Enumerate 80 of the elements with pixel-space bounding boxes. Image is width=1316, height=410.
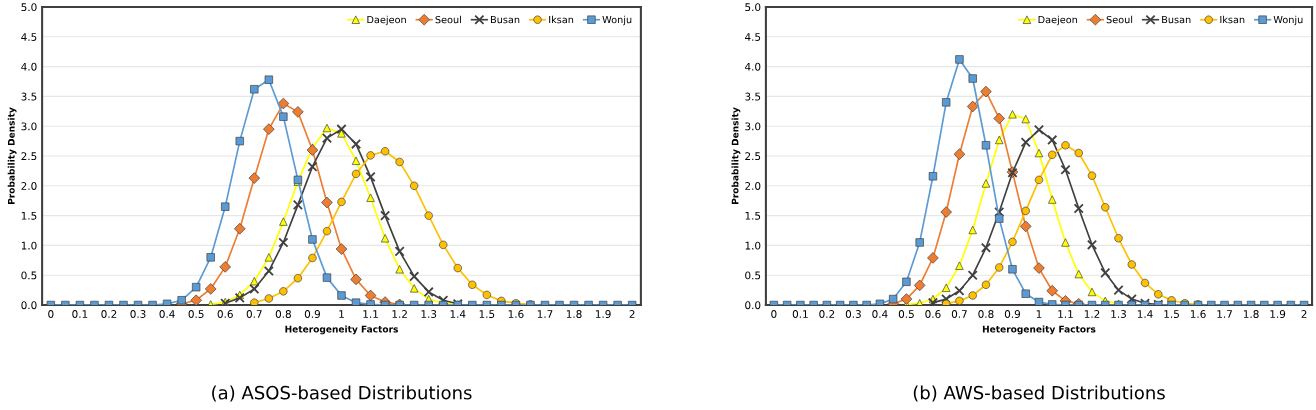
y-tick-label: 5.0 (21, 3, 37, 12)
y-tick-label: 3.5 (745, 92, 761, 101)
x-tick-label: 1.4 (1137, 310, 1153, 318)
x-tick-label: 1.2 (1084, 310, 1100, 318)
x-tick-label: 1.7 (1217, 310, 1232, 318)
x-tick-label: 1.5 (479, 310, 495, 318)
y-tick-label: 0.0 (21, 301, 37, 310)
x-tick-label: 0.6 (217, 310, 233, 318)
y-tick-label: 2.0 (21, 182, 37, 190)
legend-label: Daejeon (1038, 15, 1078, 26)
x-tick-label: 0.4 (159, 310, 175, 318)
y-tick-label: 1.5 (745, 211, 761, 220)
x-tick-label: 2 (1301, 310, 1307, 318)
legend-label: Seoul (1106, 15, 1133, 24)
legend-label: Iksan (1220, 15, 1245, 24)
legend-label: Daejeon (367, 15, 406, 26)
x-tick-label: 0.5 (898, 310, 914, 318)
x-tick-label: 1.4 (450, 310, 466, 318)
y-tick-label: 3.5 (21, 92, 37, 101)
x-tick-label: 0.9 (304, 310, 320, 318)
y-tick-label: 4.0 (21, 62, 37, 71)
legend-label: Seoul (435, 15, 461, 24)
legend-label: Busan (491, 16, 520, 24)
y-tick-label: 3.0 (745, 122, 761, 131)
text: (b) AWS-based Distributions (913, 385, 1165, 402)
y-tick-label: 5.0 (745, 3, 761, 12)
x-tick-label: 0.1 (72, 310, 88, 318)
x-tick-label: 0.2 (101, 310, 117, 318)
legend-label: Busan (1162, 16, 1191, 24)
y-tick-label: 4.5 (744, 33, 761, 41)
y-axis-title: Probability Density (7, 107, 17, 204)
text: (a) ASOS-based Distributions (212, 385, 472, 402)
x-tick-label: 0.5 (188, 310, 204, 318)
y-tick-label: 4.5 (21, 33, 37, 41)
x-tick-label: 1.1 (1058, 310, 1073, 318)
y-tick-label: 0.5 (21, 271, 37, 280)
x-tick-label: 1.8 (1243, 310, 1259, 318)
x-tick-label: 1.9 (595, 310, 611, 318)
y-axis-title: Probability Density (731, 107, 741, 204)
x-tick-label: 1.2 (392, 310, 407, 318)
x-tick-label: 1 (1036, 310, 1042, 318)
x-tick-label: 0.3 (130, 310, 146, 318)
y-tick-label: 0.0 (745, 301, 761, 310)
x-tick-label: 1.6 (508, 310, 524, 318)
x-axis-title: Heterogeneity Factors (285, 325, 398, 335)
y-tick-label: 1.5 (21, 211, 37, 220)
x-tick-label: 1.3 (1111, 310, 1126, 318)
y-tick-label: 2.5 (21, 152, 37, 161)
x-tick-label: 1.8 (566, 310, 582, 318)
x-tick-label: 0.2 (819, 310, 835, 318)
y-tick-label: 2.0 (745, 182, 761, 190)
x-tick-label: 0.7 (951, 310, 967, 318)
x-tick-label: 1.3 (421, 310, 437, 318)
x-tick-label: 0.8 (978, 310, 994, 318)
x-tick-label: 0.8 (275, 310, 291, 318)
x-tick-label: 0.7 (246, 310, 262, 318)
y-tick-label: 1.0 (21, 241, 37, 250)
x-tick-label: 0.4 (872, 310, 888, 318)
y-tick-label: 0.5 (745, 271, 761, 280)
x-tick-label: 1.1 (363, 310, 378, 318)
x-tick-label: 1 (339, 310, 344, 318)
x-tick-label: 0.9 (1004, 310, 1021, 318)
legend-label: Wonju (1273, 15, 1303, 26)
legend-label: Iksan (549, 15, 574, 24)
x-tick-label: 2 (629, 310, 635, 318)
x-tick-label: 0.6 (925, 310, 941, 318)
y-tick-label: 1.0 (745, 241, 761, 250)
x-tick-label: 1.5 (1164, 310, 1179, 318)
x-tick-label: 0 (48, 310, 54, 318)
x-axis-title: Heterogeneity Factors (982, 325, 1096, 335)
x-tick-label: 1.6 (1190, 310, 1206, 318)
x-tick-label: 0.1 (792, 310, 808, 318)
x-tick-label: 1.7 (537, 310, 553, 318)
x-tick-label: 0 (771, 310, 777, 318)
x-tick-label: 0.3 (845, 310, 861, 318)
x-tick-label: 1.9 (1270, 310, 1286, 318)
y-tick-label: 4.0 (744, 62, 761, 71)
y-tick-label: 3.0 (21, 122, 37, 131)
legend-label: Wonju (602, 15, 632, 26)
y-tick-label: 2.5 (745, 152, 761, 161)
